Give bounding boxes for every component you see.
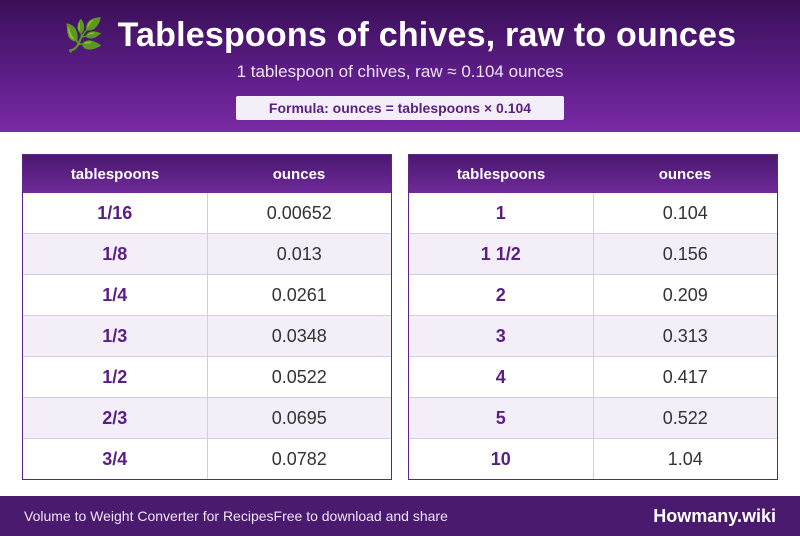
table-row: 1/8 0.013 [23,233,391,274]
ounces-cell: 0.104 [662,202,708,223]
tablespoons-cell: 1/16 [23,193,208,233]
footer-tagline: Volume to Weight Converter for Recipes [24,508,274,524]
header-banner: 🌿 Tablespoons of chives, raw to ounces 1… [0,0,800,132]
ounces-cell: 0.417 [662,366,708,387]
table-row: 1/4 0.0261 [23,274,391,315]
tablespoons-cell: 1 [409,193,594,233]
table-row: 3/4 0.0782 [23,438,391,479]
title-row: 🌿 Tablespoons of chives, raw to ounces [0,12,800,58]
table-row: 4 0.417 [409,356,777,397]
table-row: 5 0.522 [409,397,777,438]
tablespoons-cell: 3/4 [23,439,208,479]
ounces-cell: 0.313 [662,325,708,346]
table-row: 1/3 0.0348 [23,315,391,356]
column-header-tablespoons: tablespoons [456,165,546,183]
ounces-cell: 0.0695 [271,407,327,428]
brand-logo[interactable]: Howmany.wiki [653,505,776,526]
ounces-cell: 0.0348 [271,325,327,346]
table-header: tablespoons ounces [23,155,391,193]
table-row: 1/16 0.00652 [23,193,391,233]
ounces-cell: 0.0522 [271,366,327,387]
table-row: 3 0.313 [409,315,777,356]
tablespoons-cell: 4 [409,357,594,397]
table-row: 2 0.209 [409,274,777,315]
tablespoons-cell: 10 [409,439,594,479]
ounces-cell: 0.013 [276,243,322,264]
tablespoons-cell: 5 [409,398,594,438]
tablespoons-cell: 1/2 [23,357,208,397]
table-row: 10 1.04 [409,438,777,479]
tablespoons-cell: 2 [409,275,594,315]
herb-icon: 🌿 [63,17,104,53]
column-header-tablespoons: tablespoons [70,165,160,183]
ounces-cell: 0.0261 [271,284,327,305]
table-body: 1/16 0.00652 1/8 0.013 1/4 0.0261 1/3 0.0348 1/2… [23,193,391,479]
ounces-cell: 0.522 [662,407,708,428]
table-row: 1 1/2 0.156 [409,233,777,274]
conversion-table-right: tablespoons ounces 1 0.104 1 1/2 0.156 2 0.209 3… [408,154,778,480]
tablespoons-cell: 3 [409,316,594,356]
table-body: 1 0.104 1 1/2 0.156 2 0.209 3 0.313 4 0.417 5 0.522… [409,193,777,479]
column-header-ounces: ounces [658,165,712,183]
ounces-cell: 0.00652 [266,202,332,223]
table-row: 2/3 0.0695 [23,397,391,438]
conversion-table-left: tablespoons ounces 1/16 0.00652 1/8 0.013 1/4 0… [22,154,392,480]
tablespoons-cell: 1/3 [23,316,208,356]
ounces-cell: 1.04 [667,448,703,469]
tablespoons-cell: 1/4 [23,275,208,315]
footer-bar: Volume to Weight Converter for Recipes F… [0,496,800,536]
column-header-ounces: ounces [272,165,326,183]
table-header: tablespoons ounces [409,155,777,193]
table-row: 1 0.104 [409,193,777,233]
page-title: Tablespoons of chives, raw to ounces [117,15,737,54]
tablespoons-cell: 2/3 [23,398,208,438]
ounces-cell: 0.0782 [271,448,327,469]
formula-box: Formula: ounces = tablespoons × 0.104 [236,96,564,120]
page-subtitle: 1 tablespoon of chives, raw ≈ 0.104 ounc… [236,62,564,81]
ounces-cell: 0.209 [662,284,708,305]
table-row: 1/2 0.0522 [23,356,391,397]
footer-note: Free to download and share [273,508,448,524]
tablespoons-cell: 1 1/2 [409,234,594,274]
ounces-cell: 0.156 [662,243,708,264]
tablespoons-cell: 1/8 [23,234,208,274]
